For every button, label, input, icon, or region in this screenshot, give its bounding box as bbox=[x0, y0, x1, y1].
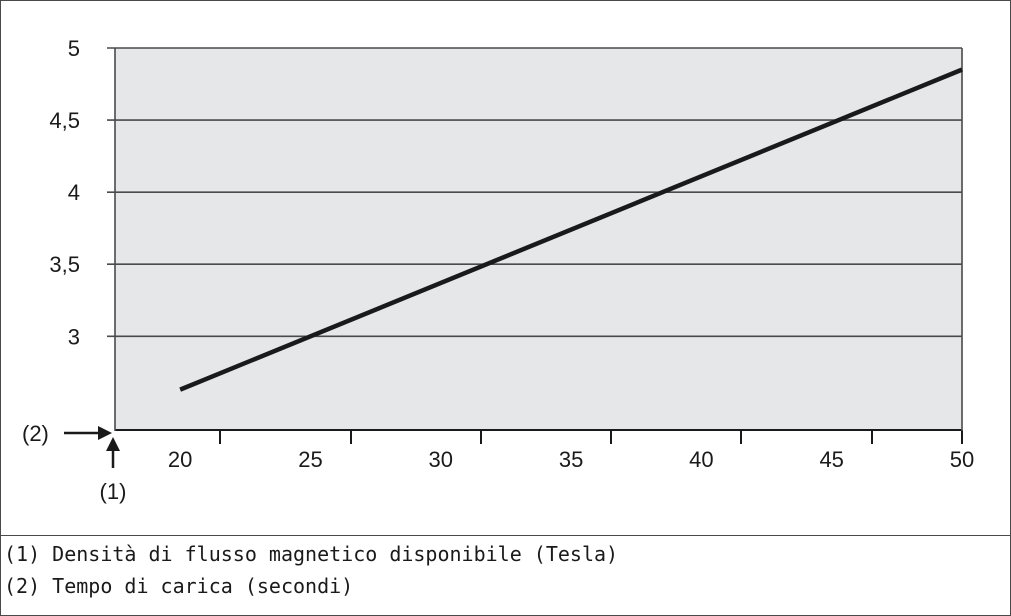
x-tick-label: 40 bbox=[689, 447, 713, 472]
chart-canvas: 20 25 30 35 40 45 50 3 3,5 4 4,5 5 (2) (1) bbox=[22, 36, 974, 504]
x-axis: 20 25 30 35 40 45 50 bbox=[115, 429, 974, 472]
y-marker-arrowhead bbox=[98, 426, 112, 440]
data-line bbox=[179, 67, 963, 392]
x-tick-label: 35 bbox=[559, 447, 583, 472]
y-tick-label: 4 bbox=[68, 180, 80, 205]
plot-area bbox=[115, 48, 962, 430]
y-axis-marker: (2) bbox=[22, 421, 49, 446]
x-tick-label: 25 bbox=[298, 447, 322, 472]
y-tick-label: 4,5 bbox=[49, 108, 80, 133]
x-tick-label: 20 bbox=[168, 447, 192, 472]
x-axis-marker: (1) bbox=[100, 479, 127, 504]
x-tick-label: 45 bbox=[819, 447, 843, 472]
legend-divider bbox=[0, 535, 1010, 536]
series-group bbox=[179, 67, 963, 392]
y-tick-label: 3,5 bbox=[49, 252, 80, 277]
x-marker-arrowhead bbox=[106, 437, 120, 451]
legend-item-x: (1) Densità di flusso magnetico disponib… bbox=[4, 542, 619, 566]
y-axis: 3 3,5 4 4,5 5 bbox=[49, 36, 963, 431]
x-tick-label: 50 bbox=[950, 447, 974, 472]
axis-markers: (2) (1) bbox=[22, 421, 126, 504]
y-tick-label: 5 bbox=[68, 36, 80, 61]
x-tick-label: 30 bbox=[429, 447, 453, 472]
y-tick-label: 3 bbox=[68, 324, 80, 349]
legend-item-y: (2) Tempo di carica (secondi) bbox=[4, 574, 354, 598]
grid-lines bbox=[107, 47, 962, 338]
